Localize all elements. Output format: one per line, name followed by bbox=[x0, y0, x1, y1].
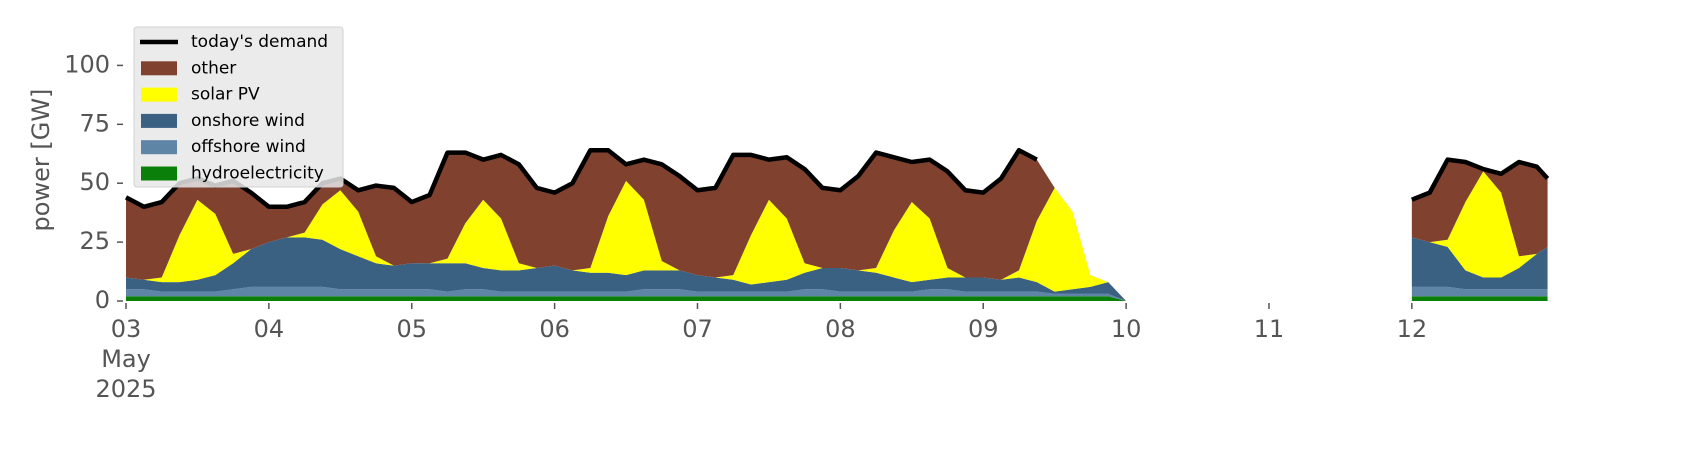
legend-swatch bbox=[141, 166, 177, 181]
x-tick-label: 10 bbox=[1111, 315, 1142, 343]
x-tick-label: 07 bbox=[682, 315, 713, 343]
legend-label: other bbox=[191, 58, 236, 78]
y-tick-label: 25 bbox=[79, 227, 110, 255]
y-tick-label: 75 bbox=[79, 109, 110, 137]
y-tick-label: 100 bbox=[64, 50, 110, 78]
area bbox=[1411, 171, 1548, 278]
area bbox=[1411, 237, 1548, 290]
area bbox=[126, 296, 1127, 301]
legend-swatch bbox=[141, 61, 177, 76]
legend-swatch bbox=[141, 140, 177, 155]
x-tick-label: 03 May 2025 bbox=[95, 315, 156, 403]
y-axis-label: power [GW] bbox=[27, 89, 55, 232]
demand-line bbox=[1411, 157, 1550, 202]
demand-line bbox=[124, 147, 1038, 210]
y-tick-label: 0 bbox=[95, 286, 110, 314]
legend-label: onshore wind bbox=[191, 111, 305, 131]
x-tick-label: 05 bbox=[396, 315, 427, 343]
legend-swatch bbox=[141, 113, 177, 128]
x-tick-label: 12 bbox=[1397, 315, 1428, 343]
x-tick-label: 11 bbox=[1254, 315, 1285, 343]
area bbox=[126, 150, 1127, 301]
x-tick-label: 04 bbox=[254, 315, 285, 343]
legend-box bbox=[133, 26, 344, 188]
y-tick-label: 50 bbox=[79, 168, 110, 196]
legend: today's demand other solar PV onshore wind o… bbox=[133, 26, 344, 188]
area bbox=[126, 180, 1127, 301]
area bbox=[1411, 159, 1548, 257]
area bbox=[1411, 296, 1548, 301]
legend-label: today's demand bbox=[191, 32, 328, 52]
x-tick-label: 06 bbox=[539, 315, 570, 343]
legend-label: solar PV bbox=[191, 85, 260, 105]
area bbox=[126, 286, 1127, 301]
area bbox=[126, 237, 1127, 301]
legend-swatch bbox=[141, 87, 177, 102]
x-tick-label: 09 bbox=[968, 315, 999, 343]
legend-label: offshore wind bbox=[191, 137, 306, 157]
legend-label: hydroelectricity bbox=[191, 164, 324, 184]
x-tick-label: 08 bbox=[825, 315, 856, 343]
